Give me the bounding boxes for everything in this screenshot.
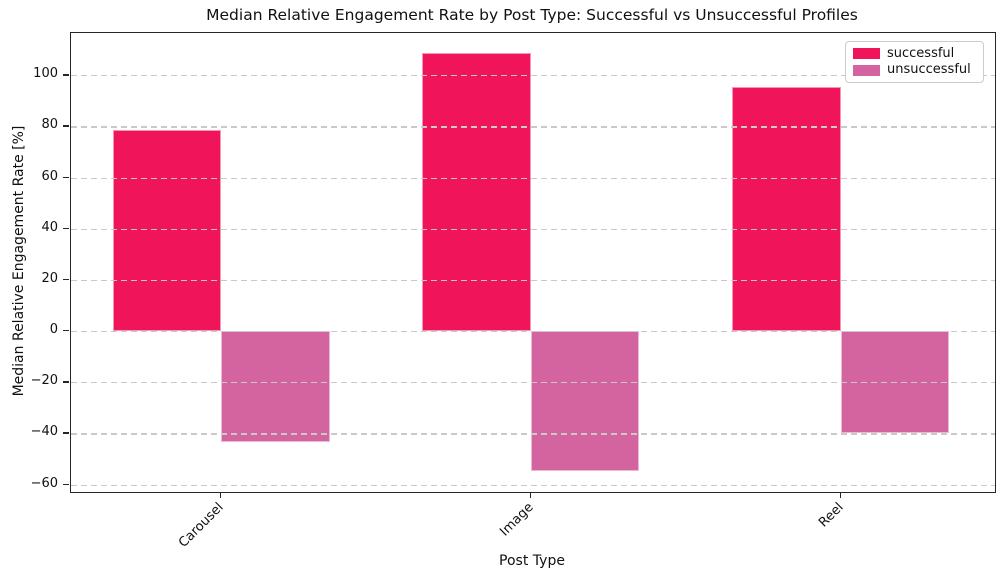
x-axis-label: Post Type bbox=[499, 553, 565, 569]
chart-title: Median Relative Engagement Rate by Post … bbox=[206, 6, 858, 24]
y-tick-label: −60 bbox=[30, 475, 58, 491]
legend-label: successful bbox=[887, 45, 955, 61]
legend-entry-unsuccessful: unsuccessful bbox=[853, 63, 976, 77]
legend-swatch-successful bbox=[853, 48, 880, 60]
y-tick-mark bbox=[63, 330, 69, 332]
y-axis-label: Median Relative Engagement Rate [%] bbox=[11, 125, 27, 397]
y-tick-label: 100 bbox=[33, 66, 58, 82]
y-tick-label: −40 bbox=[30, 424, 58, 440]
legend: successful unsuccessful bbox=[845, 41, 984, 83]
y-tick-mark bbox=[63, 483, 69, 485]
category-label-carousel: Carousel bbox=[175, 500, 227, 551]
legend-swatch-unsuccessful bbox=[853, 64, 880, 76]
category-label-image: Image bbox=[497, 500, 537, 540]
gridline-y--40 bbox=[71, 433, 995, 435]
legend-label: unsuccessful bbox=[887, 62, 971, 78]
y-tick-mark bbox=[63, 278, 69, 281]
y-tick-label: 80 bbox=[41, 117, 58, 133]
bar-successful-image bbox=[422, 53, 531, 332]
gridline-y-60 bbox=[71, 177, 995, 179]
y-tick-mark bbox=[63, 432, 69, 434]
y-tick-mark bbox=[63, 74, 69, 76]
gridline-y--60 bbox=[71, 484, 995, 486]
gridline-y-100 bbox=[71, 75, 995, 77]
y-tick-mark bbox=[63, 227, 69, 230]
x-tick-mark bbox=[839, 493, 842, 498]
bar-unsuccessful-image bbox=[530, 331, 640, 471]
gridline-y-40 bbox=[71, 228, 995, 230]
plot-area bbox=[70, 32, 996, 493]
y-tick-label: 40 bbox=[41, 219, 58, 235]
gridline-y--20 bbox=[71, 382, 995, 384]
y-tick-mark bbox=[63, 176, 69, 178]
bar-successful-carousel bbox=[112, 129, 222, 332]
y-tick-mark bbox=[63, 125, 69, 127]
x-tick-mark bbox=[529, 493, 532, 498]
y-tick-label: 0 bbox=[49, 322, 58, 338]
y-tick-mark bbox=[63, 381, 69, 383]
gridline-y-80 bbox=[71, 126, 995, 128]
bar-successful-reel bbox=[732, 86, 841, 332]
gridline-y-20 bbox=[71, 279, 995, 282]
bar-unsuccessful-reel bbox=[840, 331, 950, 434]
y-tick-label: 20 bbox=[41, 270, 58, 286]
bar-unsuccessful-carousel bbox=[221, 331, 330, 442]
gridline-y-0 bbox=[71, 331, 995, 333]
y-tick-label: −20 bbox=[30, 373, 58, 389]
legend-entry-successful: successful bbox=[853, 45, 976, 61]
category-label-reel: Reel bbox=[816, 500, 847, 531]
x-tick-mark bbox=[220, 493, 222, 498]
y-tick-label: 60 bbox=[41, 168, 58, 184]
